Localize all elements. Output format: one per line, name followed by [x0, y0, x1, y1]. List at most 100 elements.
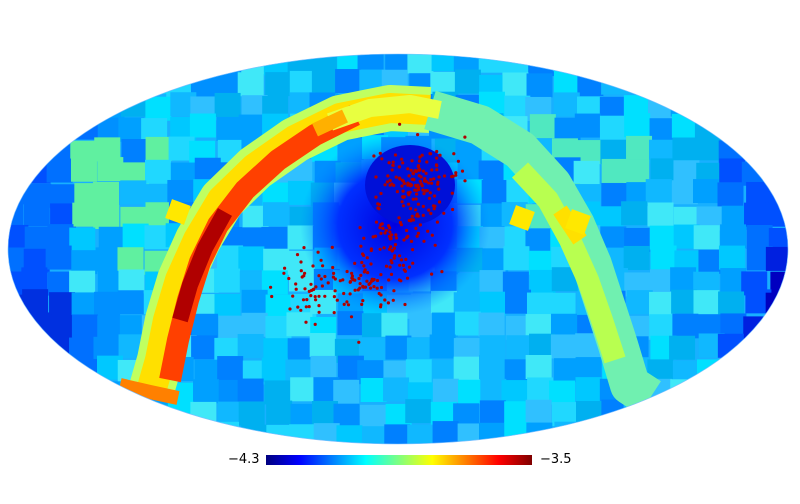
map-tile [215, 70, 242, 95]
map-tile [670, 444, 696, 468]
source-point [407, 218, 411, 223]
source-point [431, 204, 436, 208]
map-tile [718, 91, 745, 116]
source-point [405, 228, 409, 233]
source-point [415, 212, 419, 216]
map-tile [793, 92, 800, 116]
source-point [387, 224, 391, 228]
map-tile [144, 403, 171, 428]
map-tile [769, 421, 788, 444]
source-point [401, 204, 406, 208]
map-tile [479, 355, 506, 380]
source-point [426, 229, 430, 233]
map-tile [98, 226, 125, 251]
source-point [400, 157, 404, 161]
map-tile [360, 404, 387, 429]
source-point [320, 284, 324, 288]
source-point [394, 236, 398, 240]
source-point [391, 160, 395, 164]
map-tile [693, 179, 720, 204]
source-point [389, 245, 393, 249]
map-tile [145, 69, 172, 94]
source-point [335, 298, 339, 302]
map-tile [310, 54, 337, 75]
map-tile [98, 95, 125, 120]
map-tile [335, 69, 362, 94]
map-tile [48, 357, 75, 382]
map-tile [93, 181, 120, 206]
hotspot [565, 209, 591, 235]
source-point [418, 179, 422, 183]
map-tile [214, 92, 241, 117]
source-point [358, 282, 362, 286]
source-point [454, 173, 458, 177]
map-tile [770, 271, 788, 296]
source-point [427, 196, 432, 200]
map-tile [73, 54, 100, 73]
band-top [327, 95, 442, 131]
map-tile [49, 399, 76, 424]
source-point [294, 282, 298, 286]
source-point [378, 151, 382, 155]
map-tile [621, 201, 648, 226]
source-point [371, 235, 375, 239]
map-tile [526, 73, 553, 98]
map-tile [119, 72, 146, 97]
map-tile [167, 54, 194, 77]
source-point [326, 281, 330, 285]
source-point [421, 213, 425, 217]
map-tile [214, 293, 241, 318]
map-tile [310, 355, 337, 380]
source-point [369, 248, 373, 253]
map-tile [674, 400, 701, 425]
source-point [301, 298, 306, 302]
map-tile [385, 54, 412, 73]
map-tile [8, 96, 25, 121]
source-point [463, 135, 467, 139]
map-tile [217, 356, 244, 381]
map-tile [97, 447, 123, 471]
map-tile [501, 380, 528, 405]
map-tile [8, 180, 26, 205]
map-tile [553, 92, 580, 117]
map-tile [528, 54, 555, 77]
map-tile [237, 378, 264, 403]
map-tile [191, 448, 217, 472]
source-point [403, 302, 407, 307]
source-point [378, 226, 382, 230]
map-tile [479, 270, 506, 295]
map-tile [746, 377, 773, 402]
map-tile [527, 377, 554, 402]
map-tile [262, 202, 289, 227]
map-tile [525, 228, 552, 253]
map-tile [145, 159, 172, 184]
source-point [381, 226, 385, 230]
map-tile [170, 425, 197, 444]
map-tile [193, 425, 220, 444]
source-point [359, 244, 363, 248]
map-tile [237, 333, 264, 358]
source-point [401, 161, 405, 165]
source-point [430, 272, 434, 276]
source-point [432, 207, 436, 211]
source-point [432, 194, 437, 198]
source-point [419, 175, 423, 179]
map-tile [549, 380, 576, 405]
map-tile [768, 379, 788, 404]
map-tile [458, 379, 485, 404]
source-point [420, 153, 424, 157]
map-tile [407, 424, 434, 444]
map-tile [622, 446, 648, 470]
source-point [400, 178, 404, 182]
map-tile [70, 157, 97, 182]
source-point [353, 261, 357, 265]
source-point [401, 263, 405, 267]
map-tile [381, 312, 408, 337]
map-tile [189, 113, 216, 138]
source-point [374, 175, 378, 179]
map-tile [792, 205, 800, 229]
map-tile [553, 70, 580, 95]
map-tile [193, 379, 220, 404]
map-tile [647, 71, 674, 96]
source-point [330, 245, 334, 249]
